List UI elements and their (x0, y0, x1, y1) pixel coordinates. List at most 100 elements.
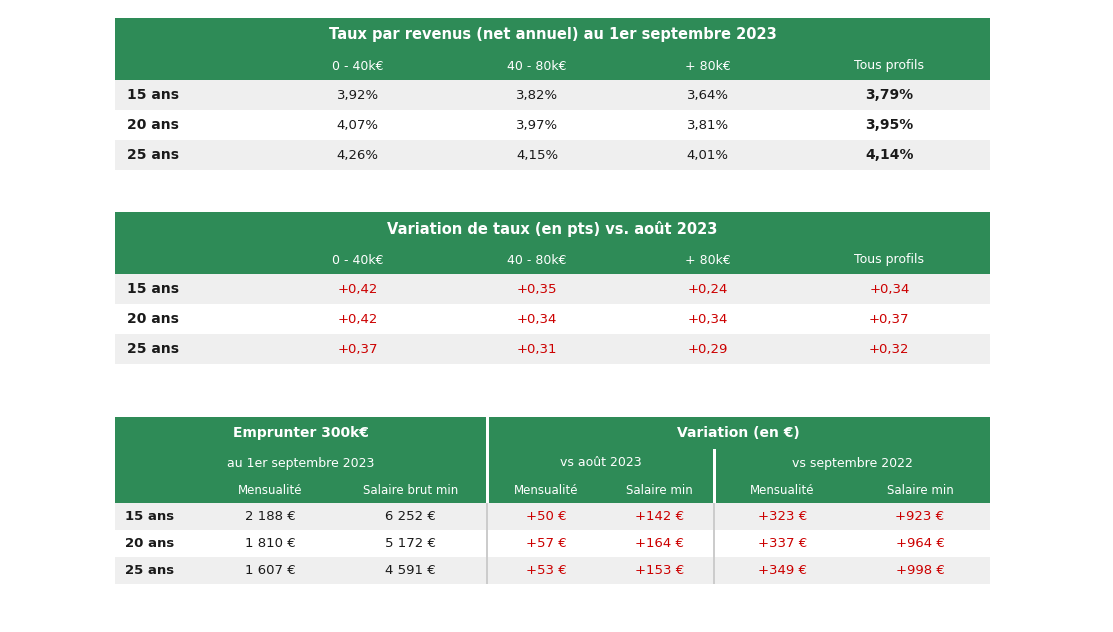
Bar (115, 417, 486, 449)
Text: 15 ans: 15 ans (125, 510, 174, 523)
Text: Taux par revenus (net annuel) au 1er septembre 2023: Taux par revenus (net annuel) au 1er sep… (328, 28, 777, 42)
Text: 3,64%: 3,64% (687, 88, 729, 102)
Text: 4 591 €: 4 591 € (385, 564, 435, 577)
Text: Mensualité: Mensualité (750, 483, 815, 497)
Text: +142 €: +142 € (636, 510, 684, 523)
Text: Mensualité: Mensualité (514, 483, 578, 497)
Text: +153 €: +153 € (636, 564, 684, 577)
Text: +0,24: +0,24 (688, 283, 728, 296)
Text: 5 172 €: 5 172 € (385, 537, 436, 550)
Text: 40 - 80k€: 40 - 80k€ (508, 59, 567, 73)
Text: 0 - 40k€: 0 - 40k€ (332, 253, 384, 267)
Text: 1 607 €: 1 607 € (245, 564, 296, 577)
Text: 25 ans: 25 ans (127, 342, 179, 356)
Bar (713, 530, 716, 557)
Bar (115, 530, 989, 557)
Text: +53 €: +53 € (525, 564, 567, 577)
Text: +164 €: +164 € (636, 537, 684, 550)
Text: +0,37: +0,37 (337, 343, 378, 355)
Text: 25 ans: 25 ans (127, 148, 179, 162)
Text: +998 €: +998 € (896, 564, 945, 577)
Text: Variation de taux (en pts) vs. août 2023: Variation de taux (en pts) vs. août 2023 (387, 221, 718, 237)
Text: 0 - 40k€: 0 - 40k€ (332, 59, 384, 73)
Bar (486, 449, 489, 477)
Text: 2 188 €: 2 188 € (245, 510, 296, 523)
Bar (115, 80, 989, 110)
Text: 15 ans: 15 ans (127, 282, 179, 296)
Text: +0,42: +0,42 (337, 283, 378, 296)
Text: 20 ans: 20 ans (127, 118, 179, 132)
Text: 20 ans: 20 ans (125, 537, 175, 550)
Text: +0,31: +0,31 (516, 343, 558, 355)
Bar (115, 449, 486, 477)
Bar (115, 477, 989, 503)
Bar (115, 334, 989, 364)
Text: +0,32: +0,32 (869, 343, 909, 355)
Text: 4,07%: 4,07% (337, 119, 378, 131)
Text: +0,34: +0,34 (688, 312, 728, 325)
Bar (717, 449, 989, 477)
Bar (713, 449, 717, 477)
Bar (486, 477, 489, 503)
Text: +0,29: +0,29 (688, 343, 728, 355)
Text: +0,42: +0,42 (337, 312, 378, 325)
Bar (486, 503, 487, 530)
Bar (115, 52, 989, 80)
Text: +0,34: +0,34 (869, 283, 909, 296)
Text: 1 810 €: 1 810 € (245, 537, 296, 550)
Text: 3,79%: 3,79% (865, 88, 914, 102)
Text: +57 €: +57 € (525, 537, 567, 550)
Bar (115, 18, 989, 52)
Text: Tous profils: Tous profils (855, 253, 925, 267)
Text: 3,82%: 3,82% (516, 88, 559, 102)
Text: vs août 2023: vs août 2023 (560, 456, 641, 470)
Text: +323 €: +323 € (758, 510, 807, 523)
Text: + 80k€: + 80k€ (684, 59, 731, 73)
Bar (713, 477, 717, 503)
Text: Salaire min: Salaire min (627, 483, 693, 497)
Text: 4,15%: 4,15% (516, 149, 559, 162)
Bar (486, 557, 487, 584)
Text: Emprunter 300k€: Emprunter 300k€ (233, 426, 368, 440)
Bar (115, 304, 989, 334)
Bar (115, 140, 989, 170)
Text: +349 €: +349 € (758, 564, 807, 577)
Text: Salaire brut min: Salaire brut min (363, 483, 457, 497)
Text: vs septembre 2022: vs septembre 2022 (791, 456, 913, 470)
Text: 40 - 80k€: 40 - 80k€ (508, 253, 567, 267)
Text: +0,35: +0,35 (516, 283, 558, 296)
Text: +0,37: +0,37 (869, 312, 909, 325)
Bar (713, 557, 716, 584)
Text: +337 €: +337 € (758, 537, 807, 550)
Bar (115, 110, 989, 140)
Text: Tous profils: Tous profils (855, 59, 925, 73)
Bar (489, 449, 715, 477)
Text: 4,26%: 4,26% (337, 149, 378, 162)
Bar (115, 274, 989, 304)
Bar (115, 246, 989, 274)
Bar (115, 557, 989, 584)
Text: au 1er septembre 2023: au 1er septembre 2023 (227, 456, 375, 470)
Text: 3,97%: 3,97% (516, 119, 559, 131)
Text: +0,34: +0,34 (518, 312, 558, 325)
Text: 3,92%: 3,92% (337, 88, 378, 102)
Bar (115, 212, 989, 246)
Text: +964 €: +964 € (896, 537, 945, 550)
Text: 20 ans: 20 ans (127, 312, 179, 326)
Text: Variation (en €): Variation (en €) (677, 426, 800, 440)
Text: 3,81%: 3,81% (687, 119, 729, 131)
Text: Salaire min: Salaire min (887, 483, 954, 497)
Text: 3,95%: 3,95% (865, 118, 914, 132)
Bar (486, 530, 487, 557)
Bar (489, 417, 989, 449)
Text: Mensualité: Mensualité (238, 483, 303, 497)
Text: 25 ans: 25 ans (125, 564, 174, 577)
Text: 15 ans: 15 ans (127, 88, 179, 102)
Text: 6 252 €: 6 252 € (385, 510, 436, 523)
Text: +50 €: +50 € (525, 510, 567, 523)
Bar (115, 503, 989, 530)
Text: + 80k€: + 80k€ (684, 253, 731, 267)
Text: +923 €: +923 € (896, 510, 945, 523)
Bar (486, 417, 489, 449)
Bar (713, 503, 716, 530)
